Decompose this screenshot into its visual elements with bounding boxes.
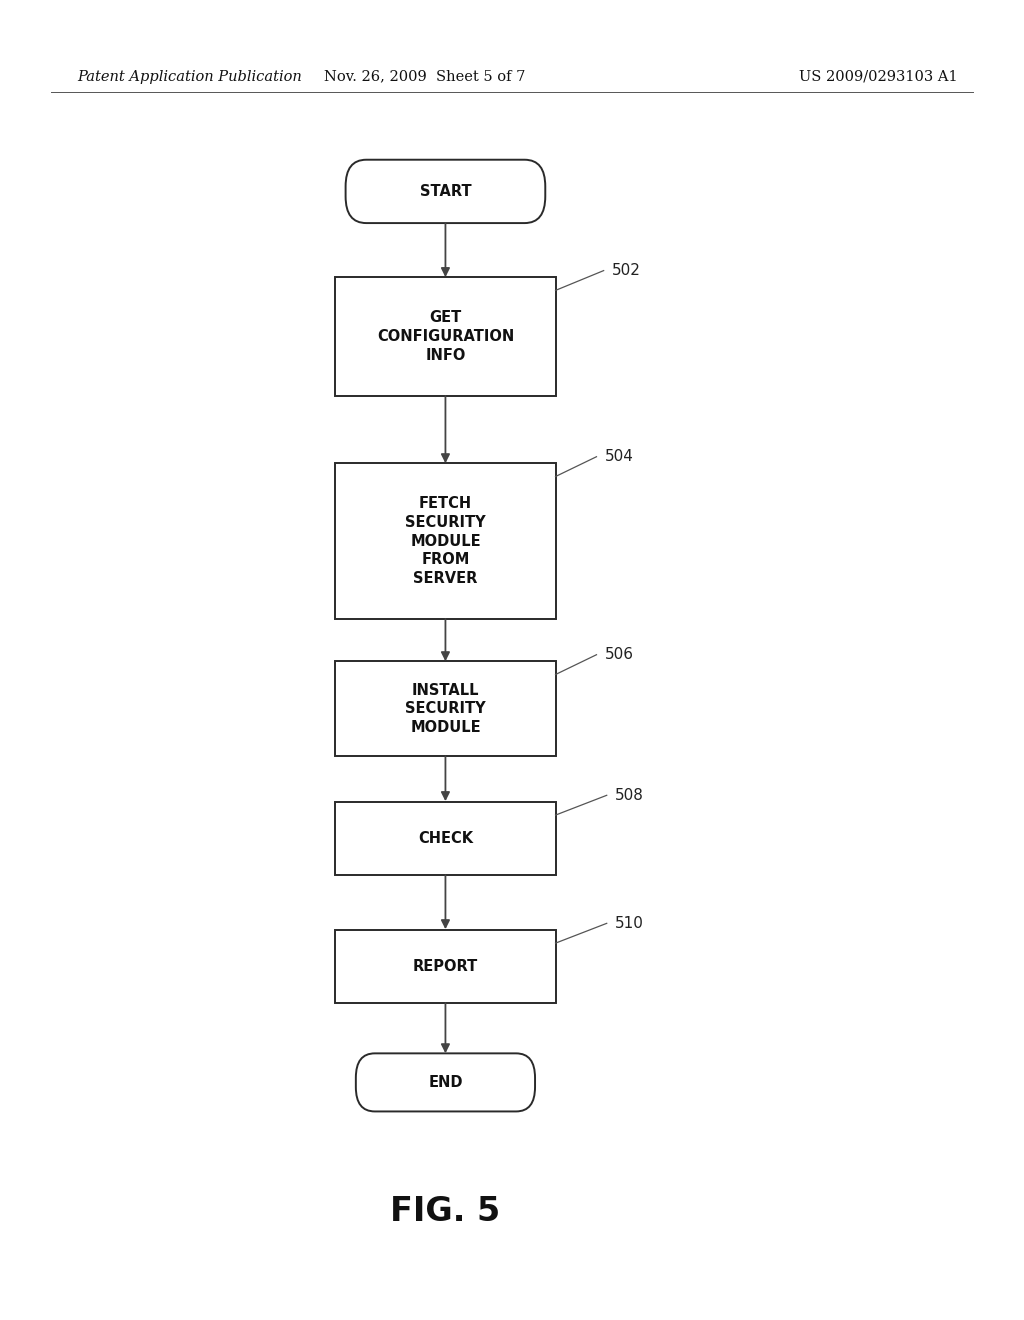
Text: 510: 510 (614, 916, 644, 931)
Bar (336, 661, 555, 756)
Text: 508: 508 (614, 788, 644, 803)
Text: FETCH
SECURITY
MODULE
FROM
SERVER: FETCH SECURITY MODULE FROM SERVER (406, 496, 485, 586)
Text: GET
CONFIGURATION
INFO: GET CONFIGURATION INFO (377, 310, 514, 363)
Text: CHECK: CHECK (418, 830, 473, 846)
Text: 506: 506 (604, 647, 634, 663)
Text: END: END (428, 1074, 463, 1090)
Text: Patent Application Publication: Patent Application Publication (77, 70, 301, 83)
FancyBboxPatch shape (356, 1053, 535, 1111)
Text: FIG. 5: FIG. 5 (390, 1196, 501, 1228)
Text: 502: 502 (612, 263, 641, 279)
Text: Nov. 26, 2009  Sheet 5 of 7: Nov. 26, 2009 Sheet 5 of 7 (325, 70, 525, 83)
Bar (336, 803, 555, 875)
Text: 504: 504 (604, 449, 634, 465)
Text: INSTALL
SECURITY
MODULE: INSTALL SECURITY MODULE (406, 682, 485, 735)
FancyBboxPatch shape (346, 160, 545, 223)
Text: REPORT: REPORT (413, 958, 478, 974)
Text: START: START (420, 183, 471, 199)
Bar (336, 277, 555, 396)
Bar (336, 929, 555, 1003)
Bar (336, 463, 555, 619)
Text: US 2009/0293103 A1: US 2009/0293103 A1 (799, 70, 957, 83)
